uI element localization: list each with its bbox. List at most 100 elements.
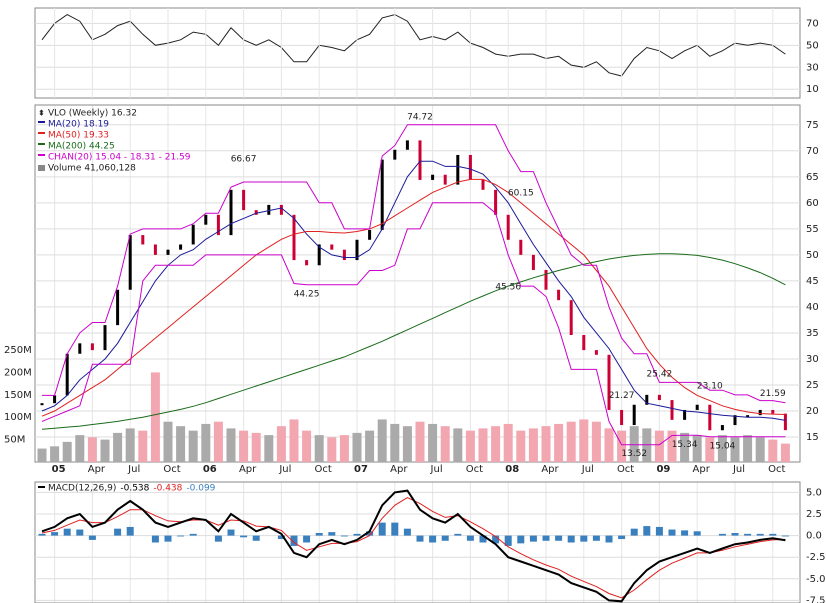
price-annotation: 21.27 (609, 391, 635, 401)
price-bar (733, 415, 737, 426)
volume-bar (138, 430, 148, 462)
volume-bar (327, 437, 337, 462)
volume-bar (755, 437, 765, 462)
price-annotation: 15.04 (710, 441, 736, 451)
legend-swatch (38, 132, 45, 134)
x-tick-label: 08 (505, 464, 519, 475)
price-annotation: 66.67 (231, 155, 257, 165)
price-bar (720, 425, 724, 431)
x-tick-label: Jul (127, 464, 140, 475)
price-bar (229, 189, 233, 236)
legend-entry: MA(200) 44.25 (48, 142, 115, 152)
x-tick-label: 07 (354, 464, 368, 475)
y-tick-label: -2.5 (806, 552, 826, 563)
price-annotation: 15.34 (672, 440, 698, 450)
histogram-bar (403, 528, 411, 536)
indicator-line (41, 160, 786, 421)
histogram-bar (328, 532, 336, 536)
volume-bar (604, 428, 614, 462)
price-bar (267, 204, 271, 215)
volume-bar (150, 372, 160, 462)
histogram-bar (731, 532, 739, 536)
histogram-bar (391, 522, 399, 536)
x-tick-label: Apr (88, 464, 106, 475)
y-tick-label: 25 (806, 380, 819, 391)
x-tick-label: 05 (52, 464, 66, 475)
macd-line (41, 489, 786, 603)
price-bar (657, 394, 661, 401)
y-tick-label: 40 (806, 302, 819, 313)
histogram-bar (655, 526, 663, 536)
volume-bar (440, 426, 450, 462)
price-bar (116, 289, 120, 326)
volume-bar (163, 421, 173, 462)
macd-legend-value: -0.099 (186, 484, 215, 494)
volume-bar (541, 426, 551, 462)
histogram-bar (353, 533, 361, 536)
price-bar (53, 395, 57, 404)
volume-bar (213, 421, 223, 462)
x-tick-label: Oct (163, 464, 180, 475)
histogram-bar (114, 528, 122, 536)
indicator-line (41, 178, 786, 417)
price-bar (380, 159, 384, 230)
histogram-bar (605, 535, 613, 543)
volume-bar (302, 430, 312, 462)
y-tick-label: 10 (806, 84, 819, 95)
volume-bar (680, 432, 690, 462)
y-tick-label: -7.5 (806, 595, 826, 603)
y-tick-label: 60 (806, 198, 819, 209)
x-tick-label: Apr (541, 464, 559, 475)
x-tick-label: Jul (430, 464, 443, 475)
y2-tick-label: 150M (4, 390, 32, 401)
x-tick-label: Jul (278, 464, 291, 475)
price-bar (645, 394, 649, 405)
price-bar (128, 235, 132, 290)
volume-bar (743, 435, 753, 462)
y2-tick-label: 100M (4, 412, 32, 423)
price-bar (342, 249, 346, 261)
price-bar (204, 214, 208, 225)
histogram-bar (366, 531, 374, 536)
volume-bar (289, 419, 299, 462)
histogram-bar (567, 535, 575, 543)
price-bar (305, 260, 309, 266)
histogram-bar (416, 535, 424, 542)
histogram-bar (252, 535, 260, 541)
volume-bar (667, 430, 677, 462)
price-bar (531, 254, 535, 270)
price-bar (418, 140, 422, 180)
volume-bar (251, 432, 261, 462)
histogram-bar (492, 535, 500, 544)
volume-bar (730, 437, 740, 462)
macd-title: MACD(12,26,9) (48, 484, 116, 494)
histogram-bar (429, 535, 437, 543)
volume-bar (87, 437, 97, 462)
x-tick-label: 09 (656, 464, 670, 475)
histogram-bar (718, 533, 726, 536)
volume-bar (377, 419, 387, 462)
x-tick-label: Oct (315, 464, 332, 475)
volume-bar (415, 421, 425, 462)
volume-bar (125, 428, 135, 462)
volume-bar (566, 421, 576, 462)
volume-bar (188, 430, 198, 462)
legend-icon: ⬍ (38, 109, 45, 118)
x-tick-label: Jul (732, 464, 745, 475)
volume-bar (780, 443, 790, 462)
y-tick-label: 2.5 (806, 509, 822, 520)
volume-bar (579, 419, 589, 462)
legend-entry: MA(20) 18.19 (48, 120, 109, 130)
histogram-bar (643, 526, 651, 536)
histogram-bar (769, 533, 777, 536)
price-bar (771, 409, 775, 414)
price-bar (40, 403, 44, 406)
price-bar (65, 353, 69, 396)
histogram-bar (88, 535, 96, 540)
price-bar (393, 149, 397, 160)
y-tick-label: 15 (806, 432, 819, 443)
histogram-bar (668, 529, 676, 536)
price-annotation: 25.42 (647, 369, 673, 379)
legend-swatch (38, 165, 45, 171)
volume-bar (75, 435, 85, 462)
